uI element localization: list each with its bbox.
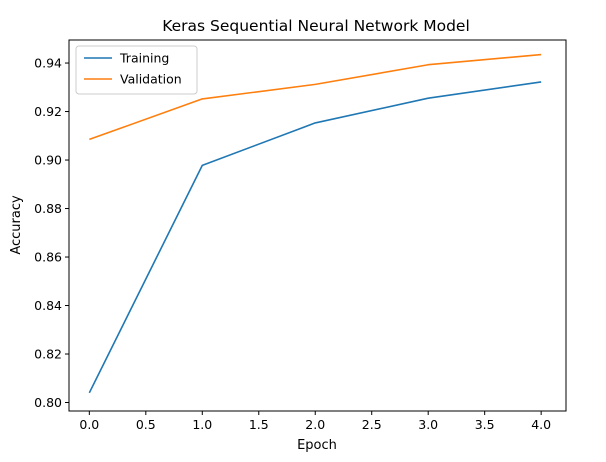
chart-title: Keras Sequential Neural Network Model	[162, 17, 470, 35]
x-tick-label: 0.5	[136, 417, 156, 432]
x-tick-label: 3.0	[418, 417, 438, 432]
x-tick-label: 3.5	[475, 417, 495, 432]
x-tick-label: 0.0	[79, 417, 99, 432]
y-tick-label: 0.82	[34, 347, 62, 362]
x-tick-label: 1.5	[249, 417, 269, 432]
legend-label-training: Training	[119, 51, 169, 66]
legend: Training Validation	[75, 45, 198, 95]
y-tick-label: 0.94	[34, 56, 62, 71]
series-layer	[88, 53, 542, 394]
y-tick-label: 0.90	[34, 153, 62, 168]
x-tick-label: 2.0	[305, 417, 325, 432]
x-tick-label: 4.0	[531, 417, 551, 432]
x-axis-label: Epoch	[297, 438, 337, 453]
y-tick-label: 0.84	[34, 298, 62, 313]
y-tick-label: 0.88	[34, 201, 62, 216]
series-line-training	[88, 81, 542, 394]
x-tick-label: 2.5	[362, 417, 382, 432]
y-tick-label: 0.80	[34, 395, 62, 410]
legend-label-validation: Validation	[120, 72, 182, 87]
y-tick-label: 0.86	[34, 250, 62, 265]
plot-frame	[68, 39, 567, 412]
x-axis: 0.0 0.5 1.0 1.5 2.0 2.5 3.0 3.5 4.0	[79, 411, 551, 432]
plot-area	[68, 39, 567, 412]
y-axis: 0.80 0.82 0.84 0.86 0.88 0.90 0.92 0.94	[34, 56, 69, 410]
legend-items: Training Validation	[84, 51, 182, 87]
x-tick-label: 1.0	[192, 417, 212, 432]
y-axis-label: Accuracy	[9, 195, 24, 255]
series-line-validation	[89, 53, 542, 141]
y-tick-label: 0.92	[34, 104, 62, 119]
